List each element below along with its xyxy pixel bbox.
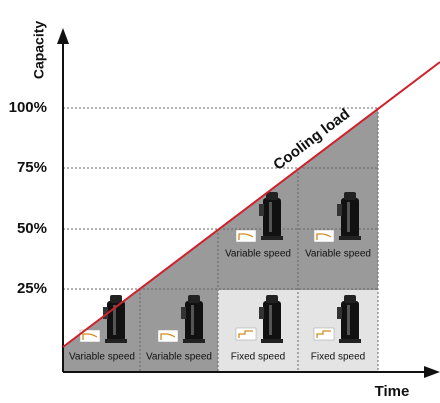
cell-label: Fixed speed: [311, 352, 365, 363]
cell-label: Variable speed: [305, 249, 371, 260]
y-tick-label: 100%: [9, 99, 47, 116]
y-axis-label: Capacity: [31, 21, 47, 80]
x-axis-label: Time: [375, 383, 410, 400]
cell-label: Fixed speed: [231, 352, 285, 363]
fixed-cell: [298, 290, 378, 372]
fixed-cell: [218, 290, 298, 372]
y-tick-label: 25%: [17, 280, 47, 297]
cell-label: Variable speed: [69, 352, 135, 363]
cooling-load-line: [62, 61, 440, 348]
cell-label: Variable speed: [225, 249, 291, 260]
axes: [57, 28, 440, 378]
y-tick-label: 75%: [17, 159, 47, 176]
y-tick-label: 50%: [17, 220, 47, 237]
cell-label: Variable speed: [146, 352, 212, 363]
